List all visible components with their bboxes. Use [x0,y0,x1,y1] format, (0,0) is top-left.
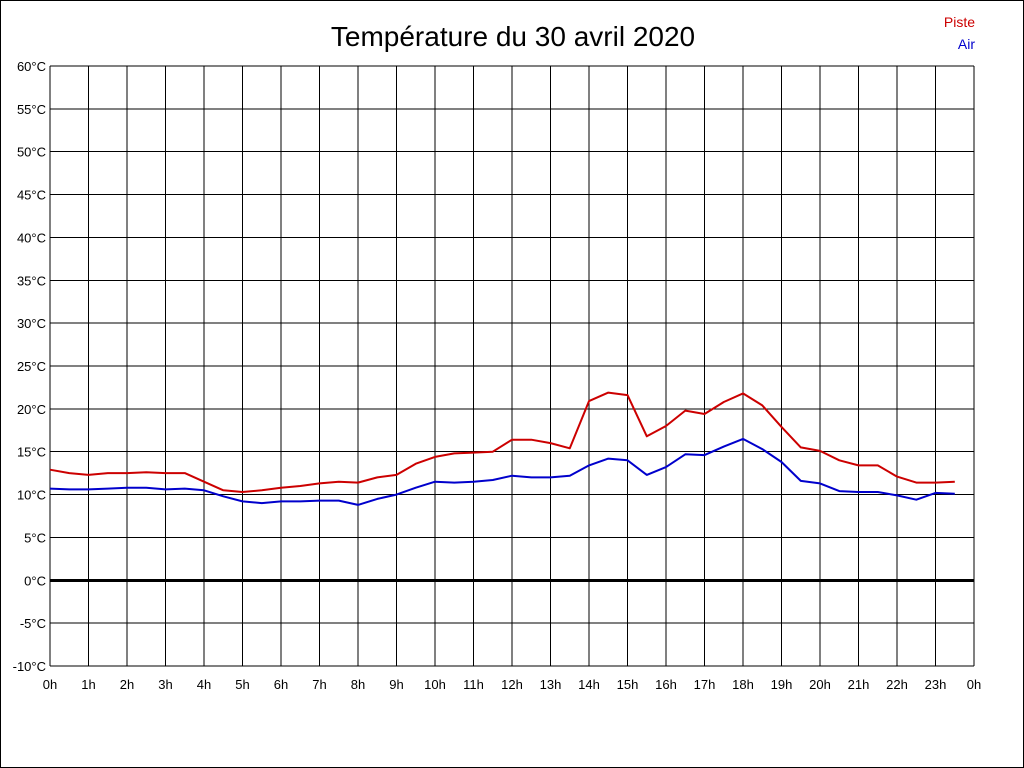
x-tick-label: 7h [312,677,326,692]
x-tick-label: 1h [81,677,95,692]
legend-entry-piste: Piste [944,14,975,30]
x-tick-label: 13h [540,677,562,692]
x-tick-label: 23h [925,677,947,692]
x-tick-label: 22h [886,677,908,692]
y-tick-label: 55°C [17,102,46,117]
x-tick-label: 20h [809,677,831,692]
x-tick-label: 9h [389,677,403,692]
y-axis-ticks: -10°C -5°C 0°C 5°C 10°C 15°C 20°C 25°C 30°C 35°C 4… [13,59,46,674]
series-line-piste [49,391,955,493]
x-tick-label: 5h [235,677,249,692]
x-tick-label: 11h [463,677,484,692]
x-tick-label: 12h [501,677,523,692]
chart-title: Température du 30 avril 2020 [331,21,695,52]
x-tick-label: 4h [197,677,211,692]
series-lines [49,391,955,506]
y-tick-label: 45°C [17,188,46,203]
x-tick-label: 14h [578,677,600,692]
y-tick-label: 50°C [17,145,46,160]
y-tick-label: 20°C [17,402,46,417]
x-tick-label: 17h [694,677,716,692]
y-tick-label: -5°C [20,616,46,631]
y-tick-label: 0°C [24,573,46,588]
x-tick-label: 16h [655,677,677,692]
x-tick-label: 15h [617,677,639,692]
x-tick-label: 6h [274,677,288,692]
y-tick-label: 25°C [17,359,46,374]
x-tick-label: 19h [771,677,793,692]
y-tick-label: 60°C [17,59,46,74]
x-tick-label: 0h [967,677,981,692]
x-tick-label: 10h [424,677,446,692]
y-tick-label: 35°C [17,273,46,288]
x-tick-label: 3h [158,677,172,692]
y-tick-label: 10°C [17,488,46,503]
y-tick-label: -10°C [13,659,46,674]
x-tick-label: 0h [43,677,57,692]
x-tick-label: 2h [120,677,134,692]
y-tick-label: 5°C [24,530,46,545]
y-tick-label: 15°C [17,445,46,460]
y-tick-label: 40°C [17,230,46,245]
y-tick-label: 30°C [17,316,46,331]
x-tick-label: 18h [732,677,754,692]
series-line-air [49,437,955,506]
x-axis-ticks: 0h 1h 2h 3h 4h 5h 6h 7h 8h 9h 10h 11h 12h 13h 14h 15h 16… [43,677,981,692]
x-tick-label: 8h [351,677,365,692]
grid [49,65,975,667]
legend: Piste Air [944,14,975,52]
legend-entry-air: Air [958,36,975,52]
x-tick-label: 21h [848,677,870,692]
